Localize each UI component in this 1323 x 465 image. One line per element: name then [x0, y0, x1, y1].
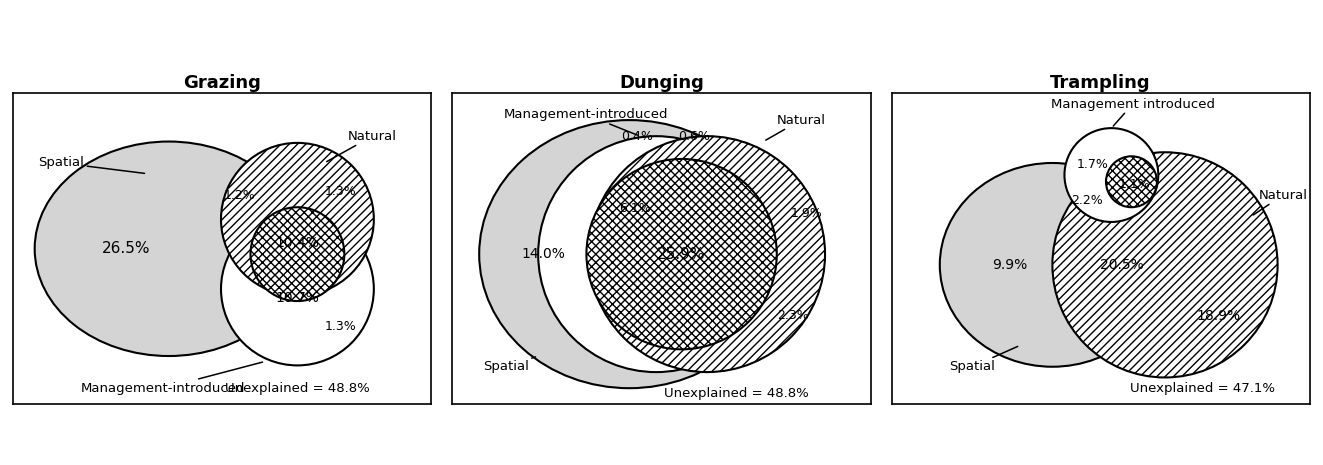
- Circle shape: [589, 136, 826, 372]
- Title: Dunging: Dunging: [619, 74, 704, 92]
- Text: 2.2%: 2.2%: [1072, 194, 1103, 207]
- Text: 0.6%: 0.6%: [677, 130, 709, 143]
- Ellipse shape: [34, 141, 303, 356]
- Text: 25.9%: 25.9%: [658, 246, 706, 262]
- Circle shape: [538, 136, 774, 372]
- Text: Unexplained = 48.8%: Unexplained = 48.8%: [664, 387, 808, 400]
- Text: Unexplained = 48.8%: Unexplained = 48.8%: [225, 382, 370, 395]
- Circle shape: [221, 143, 374, 296]
- Circle shape: [221, 213, 374, 365]
- Circle shape: [250, 207, 344, 301]
- Text: 26.5%: 26.5%: [102, 241, 149, 256]
- Text: Spatial: Spatial: [38, 157, 144, 173]
- Text: Management-introduced: Management-introduced: [504, 108, 668, 135]
- Circle shape: [586, 159, 777, 349]
- Text: 20.5%: 20.5%: [1101, 258, 1144, 272]
- Text: 1.2%: 1.2%: [224, 189, 255, 202]
- Ellipse shape: [939, 163, 1166, 367]
- Ellipse shape: [479, 120, 779, 388]
- Text: Management-introduced: Management-introduced: [81, 362, 262, 395]
- Circle shape: [1106, 156, 1156, 207]
- Text: 10.7%: 10.7%: [275, 292, 319, 306]
- Title: Grazing: Grazing: [184, 74, 261, 92]
- Text: 10.4%: 10.4%: [275, 236, 319, 251]
- Text: Spatial: Spatial: [949, 346, 1017, 373]
- Text: Natural: Natural: [1253, 189, 1307, 215]
- Text: 0.4%: 0.4%: [622, 130, 654, 143]
- Text: Natural: Natural: [327, 130, 397, 162]
- Title: Trampling: Trampling: [1050, 74, 1151, 92]
- Text: Natural: Natural: [766, 113, 826, 140]
- Text: 1.9%: 1.9%: [790, 207, 822, 220]
- Text: Unexplained = 47.1%: Unexplained = 47.1%: [1130, 382, 1275, 395]
- Circle shape: [1052, 152, 1278, 378]
- Text: Management introduced: Management introduced: [1050, 98, 1215, 126]
- Text: Spatial: Spatial: [483, 357, 536, 373]
- Text: 1.1%: 1.1%: [1118, 178, 1150, 191]
- Text: 2.3%: 2.3%: [777, 309, 808, 322]
- Text: 9.9%: 9.9%: [992, 258, 1027, 272]
- Circle shape: [1065, 128, 1159, 222]
- Text: 1.3%: 1.3%: [324, 185, 356, 198]
- Text: 6.1%: 6.1%: [619, 202, 651, 215]
- Text: 18.9%: 18.9%: [1196, 309, 1241, 323]
- Text: 14.0%: 14.0%: [521, 247, 565, 261]
- Text: 1.3%: 1.3%: [324, 320, 356, 333]
- Text: 1.7%: 1.7%: [1077, 158, 1109, 171]
